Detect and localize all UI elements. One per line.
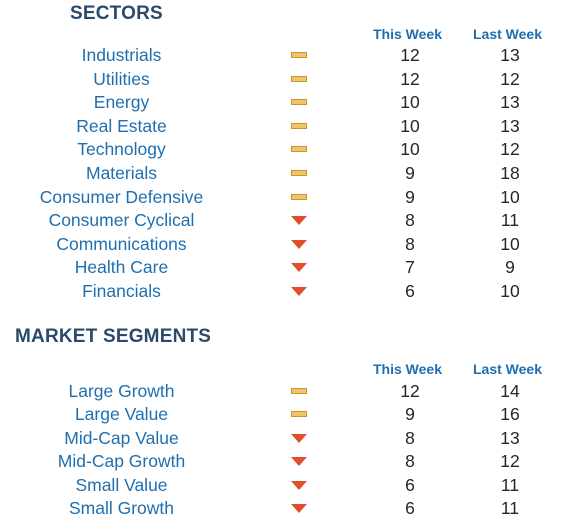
flat-dash-icon	[290, 49, 308, 63]
flat-dash-icon	[290, 191, 308, 205]
sectors-last-week-header: Last Week	[473, 26, 542, 42]
table-row: Consumer Defensive 9 10	[0, 186, 561, 209]
table-row: Industrials 12 13	[0, 44, 561, 67]
flat-dash-icon	[290, 96, 308, 110]
table-row: Large Growth 12 14	[0, 380, 561, 403]
last-week-value: 16	[500, 404, 520, 425]
row-label: Large Growth	[68, 381, 175, 401]
flat-dash-icon	[290, 143, 308, 157]
down-arrow-icon	[290, 285, 308, 299]
last-week-value: 18	[500, 163, 520, 183]
table-row: Financials 6 10	[0, 280, 561, 303]
flat-dash-icon	[290, 167, 308, 181]
flat-dash-icon	[290, 120, 308, 134]
last-week-value: 14	[500, 381, 520, 401]
last-week-value: 11	[500, 474, 520, 495]
row-label: Technology	[77, 139, 166, 160]
down-arrow-icon	[290, 261, 308, 275]
table-row: Small Value 6 11	[0, 474, 561, 497]
this-week-value: 6	[405, 498, 415, 518]
flat-dash-icon	[290, 73, 308, 87]
this-week-value: 10	[400, 139, 420, 160]
last-week-value: 12	[500, 139, 520, 160]
this-week-value: 7	[405, 257, 415, 278]
this-week-value: 12	[400, 45, 420, 65]
table-row: Large Value 9 16	[0, 403, 561, 426]
table-row: Health Care 7 9	[0, 256, 561, 279]
last-week-value: 13	[500, 115, 520, 136]
row-label: Energy	[93, 92, 150, 113]
row-label: Mid-Cap Growth	[57, 451, 186, 472]
down-arrow-icon	[290, 214, 308, 228]
table-row: Communications 8 10	[0, 233, 561, 256]
this-week-value: 9	[405, 404, 415, 425]
last-week-value: 13	[500, 427, 520, 448]
table-row: Real Estate 10 13	[0, 115, 561, 138]
this-week-value: 12	[400, 68, 420, 89]
table-row: Energy 10 13	[0, 91, 561, 114]
this-week-value: 6	[405, 281, 415, 301]
segments-last-week-header: Last Week	[473, 361, 542, 377]
table-row: Utilities 12 12	[0, 68, 561, 91]
segments-this-week-header: This Week	[373, 361, 442, 377]
this-week-value: 8	[405, 427, 415, 448]
this-week-value: 12	[400, 381, 420, 401]
last-week-value: 11	[500, 210, 520, 231]
down-arrow-icon	[290, 238, 308, 252]
row-label: Large Value	[74, 404, 169, 425]
table-row: Mid-Cap Growth 8 12	[0, 450, 561, 473]
this-week-value: 9	[405, 186, 415, 207]
row-label: Materials	[86, 163, 157, 183]
row-label: Utilities	[93, 68, 150, 89]
row-label: Industrials	[81, 45, 162, 65]
this-week-value: 10	[400, 115, 420, 136]
this-week-value: 6	[405, 474, 415, 495]
flat-dash-icon	[290, 408, 308, 422]
down-arrow-icon	[290, 455, 308, 469]
last-week-value: 10	[500, 186, 520, 207]
row-label: Mid-Cap Value	[64, 427, 179, 448]
last-week-value: 11	[500, 498, 520, 518]
this-week-value: 8	[405, 451, 415, 472]
row-label: Health Care	[74, 257, 169, 278]
sectors-this-week-header: This Week	[373, 26, 442, 42]
table-row: Technology 10 12	[0, 138, 561, 161]
flat-dash-icon	[290, 385, 308, 399]
down-arrow-icon	[290, 502, 308, 516]
row-label: Consumer Cyclical	[48, 210, 195, 231]
sectors-title: SECTORS	[70, 3, 163, 24]
this-week-value: 10	[400, 92, 420, 113]
last-week-value: 12	[500, 451, 520, 472]
last-week-value: 13	[500, 92, 520, 113]
row-label: Real Estate	[76, 115, 167, 136]
down-arrow-icon	[290, 479, 308, 493]
row-label: Communications	[56, 233, 187, 254]
market-segments-title: MARKET SEGMENTS	[15, 326, 212, 347]
table-row: Materials 9 18	[0, 162, 561, 185]
row-label: Consumer Defensive	[39, 186, 204, 207]
row-label: Small Value	[75, 474, 168, 495]
table-row: Consumer Cyclical 8 11	[0, 209, 561, 232]
this-week-value: 8	[405, 233, 415, 254]
this-week-value: 8	[405, 210, 415, 231]
table-row: Mid-Cap Value 8 13	[0, 427, 561, 450]
last-week-value: 13	[500, 45, 520, 65]
table-row: Small Growth 6 11	[0, 497, 561, 520]
row-label: Financials	[82, 281, 161, 301]
last-week-value: 10	[500, 233, 520, 254]
down-arrow-icon	[290, 432, 308, 446]
last-week-value: 10	[500, 281, 520, 301]
last-week-value: 12	[500, 68, 520, 89]
last-week-value: 9	[505, 257, 515, 278]
this-week-value: 9	[405, 163, 415, 183]
row-label: Small Growth	[68, 498, 175, 518]
